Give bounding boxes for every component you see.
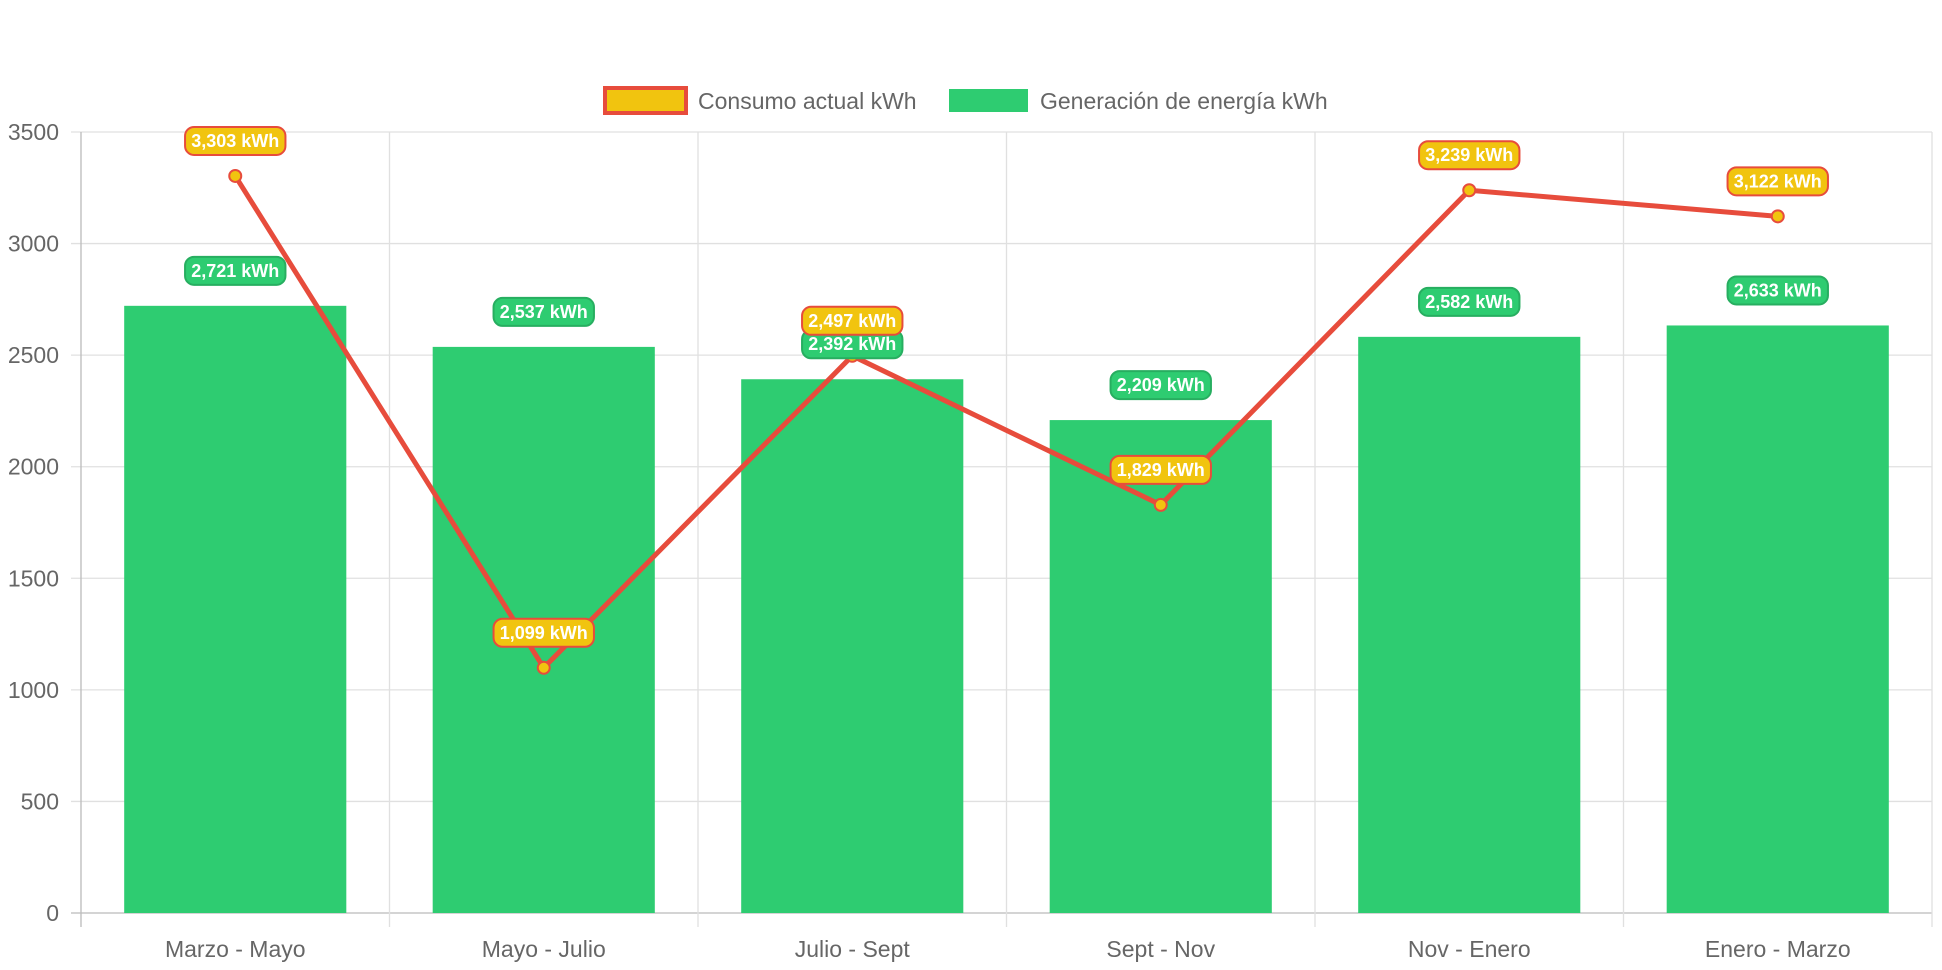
data-label-generacion-bg	[492, 296, 595, 327]
data-label-consumo-bg	[1109, 454, 1212, 485]
data-label-generacion-bg	[184, 255, 287, 286]
bar-generacion[interactable]	[1666, 325, 1889, 913]
y-tick-label: 1500	[8, 565, 59, 591]
y-tick-label: 500	[21, 788, 59, 814]
x-tick-label: Marzo - Mayo	[165, 936, 306, 962]
data-labels: 2,721 kWh 2,537 kWh 2,392 kWh 2,209 kWh 2,58…	[184, 125, 1829, 648]
y-tick-label: 3500	[8, 119, 59, 145]
data-label-consumo: 3,239 kWh	[1418, 140, 1521, 171]
x-tick-label: Mayo - Julio	[482, 936, 606, 962]
data-label-consumo: 3,303 kWh	[184, 125, 287, 156]
data-label-generacion: 2,209 kWh	[1109, 370, 1212, 401]
x-tick-label: Julio - Sept	[795, 936, 911, 962]
data-label-consumo-bg	[184, 125, 287, 156]
data-label-consumo-bg	[801, 305, 904, 336]
data-label-generacion: 2,582 kWh	[1418, 286, 1521, 317]
point-consumo[interactable]	[536, 660, 551, 675]
data-label-consumo: 3,122 kWh	[1726, 166, 1829, 197]
data-label-generacion-text: 2,633 kWh	[1734, 280, 1822, 300]
grid	[71, 131, 1933, 927]
bar-generacion[interactable]	[124, 305, 347, 914]
point-consumo[interactable]	[1462, 183, 1477, 198]
legend-label-generacion[interactable]: Generación de energía kWh	[1040, 88, 1328, 114]
data-label-generacion: 2,721 kWh	[184, 255, 287, 286]
x-tick-label: Nov - Enero	[1408, 936, 1531, 962]
bar-generacion[interactable]	[741, 379, 964, 913]
data-label-consumo-bg	[492, 617, 595, 648]
line-series-consumo	[228, 168, 1785, 675]
data-label-generacion: 2,633 kWh	[1726, 275, 1829, 306]
data-label-generacion: 2,537 kWh	[492, 296, 595, 327]
data-label-consumo-bg	[1726, 166, 1829, 197]
data-label-generacion-bg	[1726, 275, 1829, 306]
data-label-generacion-text: 2,209 kWh	[1117, 375, 1205, 395]
data-label-generacion-text: 2,582 kWh	[1425, 292, 1513, 312]
data-label-consumo-text: 1,099 kWh	[500, 623, 588, 643]
data-label-consumo-text: 3,239 kWh	[1425, 145, 1513, 165]
data-label-consumo-bg	[1418, 140, 1521, 171]
data-label-generacion-bg	[1418, 286, 1521, 317]
point-consumo[interactable]	[1153, 497, 1168, 512]
data-label-consumo-text: 2,497 kWh	[808, 311, 896, 331]
data-label-consumo-text: 3,122 kWh	[1734, 171, 1822, 191]
bar-generacion[interactable]	[1049, 420, 1272, 913]
data-label-generacion-text: 2,721 kWh	[191, 261, 279, 281]
data-label-generacion-text: 2,537 kWh	[500, 302, 588, 322]
legend-swatch-consumo[interactable]	[603, 86, 688, 115]
y-tick-label: 3000	[8, 231, 59, 257]
data-label-consumo: 1,829 kWh	[1109, 454, 1212, 485]
x-tick-label: Enero - Marzo	[1705, 936, 1851, 962]
bar-generacion[interactable]	[1358, 336, 1581, 913]
legend-swatch-generacion[interactable]	[949, 89, 1028, 112]
line-consumo	[233, 174, 1778, 671]
data-label-consumo-text: 3,303 kWh	[191, 131, 279, 151]
point-consumo[interactable]	[228, 168, 243, 183]
data-label-consumo: 2,497 kWh	[801, 305, 904, 336]
y-tick-label: 2500	[8, 342, 59, 368]
legend: Consumo actual kWh Generación de energía…	[603, 86, 1328, 115]
data-label-consumo-text: 1,829 kWh	[1117, 460, 1205, 480]
legend-label-consumo[interactable]: Consumo actual kWh	[698, 88, 917, 114]
data-label-consumo: 1,099 kWh	[492, 617, 595, 648]
y-tick-label: 1000	[8, 677, 59, 703]
x-tick-label: Sept - Nov	[1106, 936, 1215, 962]
axes: 0 500 1000 1500 2000 2500 3000 3500 Marzo - Mayo…	[8, 119, 1851, 962]
data-label-generacion-bg	[1109, 370, 1212, 401]
y-tick-label: 2000	[8, 454, 59, 480]
point-consumo[interactable]	[1770, 209, 1785, 224]
data-label-generacion-text: 2,392 kWh	[808, 334, 896, 354]
y-tick-label: 0	[46, 900, 59, 926]
